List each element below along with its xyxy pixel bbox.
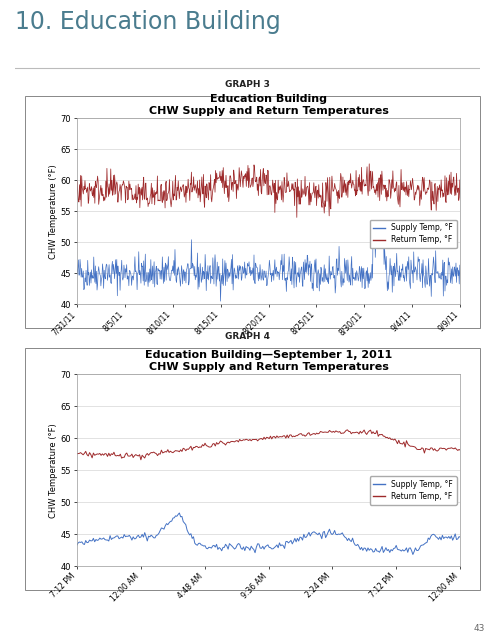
- Legend: Supply Temp, °F, Return Temp, °F: Supply Temp, °F, Return Temp, °F: [370, 220, 456, 248]
- Legend: Supply Temp, °F, Return Temp, °F: Supply Temp, °F, Return Temp, °F: [370, 476, 456, 505]
- Text: GRAPH 3: GRAPH 3: [225, 80, 270, 90]
- Y-axis label: CHW Temperature (°F): CHW Temperature (°F): [49, 164, 58, 259]
- Title: Education Building
CHW Supply and Return Temperatures: Education Building CHW Supply and Return…: [148, 94, 389, 116]
- Y-axis label: CHW Temperature (°F): CHW Temperature (°F): [49, 423, 58, 518]
- Text: 43: 43: [474, 624, 485, 634]
- Text: GRAPH 4: GRAPH 4: [225, 332, 270, 341]
- Text: 10. Education Building: 10. Education Building: [15, 10, 281, 33]
- Title: Education Building—September 1, 2011
CHW Supply and Return Temperatures: Education Building—September 1, 2011 CHW…: [145, 350, 392, 372]
